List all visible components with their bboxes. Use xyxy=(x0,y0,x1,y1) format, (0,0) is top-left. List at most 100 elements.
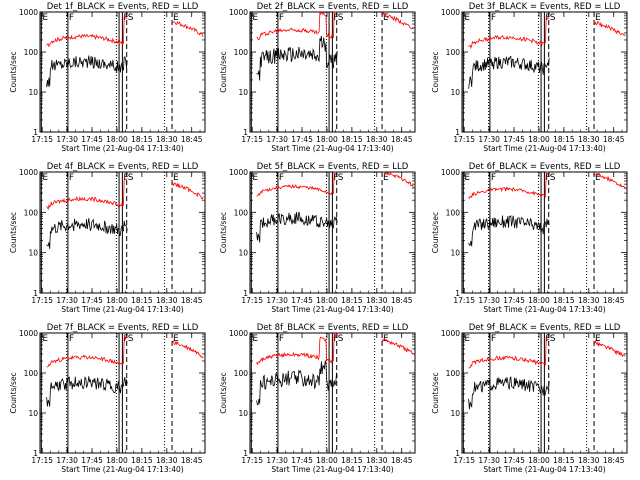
y-tick-label: 100 xyxy=(446,48,461,57)
y-axis-label: Counts/sec xyxy=(219,372,228,413)
y-tick-label: 100 xyxy=(234,48,249,57)
x-axis-label: Start Time (21-Aug-04 17:13:40) xyxy=(483,144,605,153)
y-tick-label: 100 xyxy=(234,369,249,378)
x-tick-label: 17:30 xyxy=(478,456,500,465)
y-tick-label: 100 xyxy=(24,48,39,57)
x-axis-label: Start Time (21-Aug-04 17:13:40) xyxy=(483,305,605,314)
lld-series-line xyxy=(593,340,626,358)
x-tick-label: 18:00 xyxy=(528,456,550,465)
lld-series-line xyxy=(171,182,204,200)
y-tick-label: 1000 xyxy=(19,168,38,177)
panel-8: Det 8f_BLACK = Events, RED = LLD 1 10 100 10… xyxy=(219,323,416,474)
x-tick-label: 17:15 xyxy=(241,296,263,305)
y-tick-label: 1 xyxy=(33,449,38,458)
event-marker-label: E xyxy=(252,173,258,183)
panel-title: Det 1f_BLACK = Events, RED = LLD xyxy=(47,2,199,12)
event-marker-label: E xyxy=(383,173,389,183)
y-tick-label: 1000 xyxy=(441,8,460,17)
panel-title: Det 4f_BLACK = Events, RED = LLD xyxy=(47,162,199,172)
y-tick-label: 1000 xyxy=(229,329,248,338)
y-axis-label: Counts/sec xyxy=(431,51,440,92)
y-tick-label: 100 xyxy=(24,208,39,217)
x-tick-label: 18:45 xyxy=(391,296,413,305)
lld-series-line xyxy=(468,336,550,369)
x-tick-label: 18:45 xyxy=(603,135,625,144)
events-series-line xyxy=(46,55,128,88)
y-axis-label: Counts/sec xyxy=(431,212,440,253)
y-tick-label: 100 xyxy=(446,369,461,378)
x-tick-label: 18:00 xyxy=(106,456,128,465)
x-axis-label: Start Time (21-Aug-04 17:13:40) xyxy=(61,144,183,153)
x-tick-label: 18:00 xyxy=(316,456,338,465)
event-marker-label: S xyxy=(550,173,556,183)
x-tick-label: 18:00 xyxy=(528,296,550,305)
x-tick-label: 18:30 xyxy=(366,296,388,305)
x-tick-label: 18:30 xyxy=(578,296,600,305)
x-tick-label: 17:30 xyxy=(478,135,500,144)
x-tick-label: 17:30 xyxy=(56,135,78,144)
x-axis-label: Start Time (21-Aug-04 17:13:40) xyxy=(61,305,183,314)
event-marker-label: F xyxy=(491,173,496,183)
y-tick-label: 1 xyxy=(455,449,460,458)
x-tick-label: 17:30 xyxy=(266,135,288,144)
lld-series-line xyxy=(256,10,338,41)
event-marker-label: F xyxy=(69,334,74,344)
lld-series-line xyxy=(593,20,626,37)
x-tick-label: 18:00 xyxy=(106,135,128,144)
panel-title: Det 8f_BLACK = Events, RED = LLD xyxy=(257,323,409,333)
events-series-line xyxy=(468,214,550,247)
x-tick-label: 18:15 xyxy=(341,296,363,305)
x-tick-label: 18:15 xyxy=(131,135,153,144)
x-tick-label: 18:30 xyxy=(578,135,600,144)
x-axis-label: Start Time (21-Aug-04 17:13:40) xyxy=(271,465,393,474)
x-tick-label: 18:15 xyxy=(553,456,575,465)
event-marker-label: S xyxy=(550,334,556,344)
panel-3: Det 3f_BLACK = Events, RED = LLD 1 10 100 10… xyxy=(431,2,628,153)
x-tick-label: 18:45 xyxy=(603,456,625,465)
panel-7: Det 7f_BLACK = Events, RED = LLD 1 10 100 10… xyxy=(9,323,206,474)
x-tick-label: 17:30 xyxy=(478,296,500,305)
x-tick-label: 18:15 xyxy=(131,296,153,305)
y-axis-label: Counts/sec xyxy=(9,372,18,413)
x-tick-label: 18:00 xyxy=(316,296,338,305)
event-marker-label: E xyxy=(42,334,48,344)
events-series-line xyxy=(256,35,338,81)
x-axis-label: Start Time (21-Aug-04 17:13:40) xyxy=(483,465,605,474)
y-tick-label: 10 xyxy=(450,88,460,97)
x-tick-label: 18:15 xyxy=(553,135,575,144)
x-tick-label: 17:15 xyxy=(31,456,53,465)
lld-series-line xyxy=(468,16,550,50)
x-tick-label: 17:15 xyxy=(31,135,53,144)
event-marker-label: F xyxy=(279,13,284,23)
panel-2: Det 2f_BLACK = Events, RED = LLD 1 10 100 10… xyxy=(219,2,416,153)
event-marker-label: E xyxy=(173,13,179,23)
y-tick-label: 1000 xyxy=(19,329,38,338)
x-tick-label: 17:45 xyxy=(291,456,313,465)
panel-9: Det 9f_BLACK = Events, RED = LLD 1 10 100 10… xyxy=(431,323,628,474)
event-marker-label: E xyxy=(383,334,389,344)
event-marker-label: F xyxy=(279,334,284,344)
y-tick-label: 100 xyxy=(24,369,39,378)
panel-title: Det 6f_BLACK = Events, RED = LLD xyxy=(469,162,621,172)
y-tick-label: 1 xyxy=(243,289,248,298)
x-axis-label: Start Time (21-Aug-04 17:13:40) xyxy=(271,144,393,153)
event-marker-label: F xyxy=(545,334,550,344)
x-tick-label: 18:00 xyxy=(316,135,338,144)
event-marker-label: F xyxy=(333,173,338,183)
event-marker-label: F xyxy=(279,173,284,183)
event-marker-label: E xyxy=(252,13,258,23)
y-tick-label: 1000 xyxy=(441,329,460,338)
y-axis-label: Counts/sec xyxy=(9,51,18,92)
y-tick-label: 10 xyxy=(28,88,38,97)
x-tick-label: 17:30 xyxy=(266,296,288,305)
x-tick-label: 18:30 xyxy=(156,135,178,144)
y-axis-label: Counts/sec xyxy=(9,212,18,253)
x-tick-label: 18:30 xyxy=(156,296,178,305)
event-marker-label: E xyxy=(595,173,601,183)
x-tick-label: 17:15 xyxy=(31,296,53,305)
x-tick-label: 17:45 xyxy=(503,456,525,465)
x-tick-label: 18:30 xyxy=(156,456,178,465)
event-marker-label: F xyxy=(123,173,128,183)
event-marker-label: S xyxy=(550,13,556,23)
x-tick-label: 17:30 xyxy=(56,456,78,465)
